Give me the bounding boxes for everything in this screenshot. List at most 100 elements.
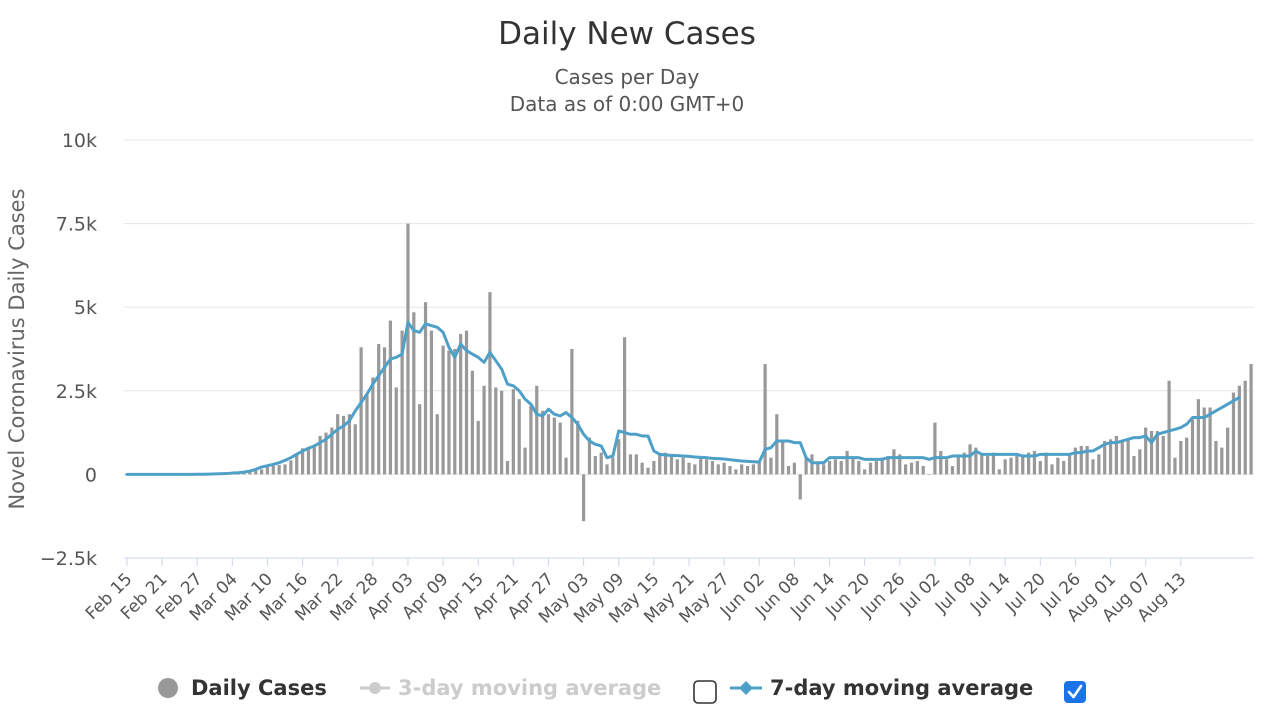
- daily-cases-bar[interactable]: [400, 330, 404, 475]
- daily-cases-bar[interactable]: [1091, 459, 1095, 475]
- daily-cases-bar[interactable]: [1167, 380, 1171, 475]
- daily-cases-bar[interactable]: [570, 349, 574, 475]
- daily-cases-bar[interactable]: [1079, 445, 1083, 475]
- daily-cases-bar[interactable]: [839, 461, 843, 475]
- daily-cases-bar[interactable]: [271, 466, 275, 475]
- daily-cases-bar[interactable]: [441, 345, 445, 475]
- daily-cases-bar[interactable]: [851, 457, 855, 475]
- daily-cases-bar[interactable]: [453, 349, 457, 475]
- daily-cases-bar[interactable]: [336, 414, 340, 475]
- daily-cases-bar[interactable]: [464, 330, 469, 475]
- daily-cases-bar[interactable]: [1044, 452, 1048, 475]
- daily-cases-bar[interactable]: [1214, 440, 1218, 475]
- daily-cases-bar[interactable]: [1226, 427, 1230, 475]
- checkbox-7-day-moving-average[interactable]: [1064, 681, 1086, 703]
- daily-cases-bar[interactable]: [892, 449, 896, 475]
- daily-cases-bar[interactable]: [693, 464, 697, 475]
- daily-cases-bar[interactable]: [371, 377, 375, 475]
- daily-cases-bar[interactable]: [248, 471, 252, 475]
- daily-cases-bar[interactable]: [751, 464, 756, 475]
- daily-cases-bar[interactable]: [459, 333, 463, 475]
- daily-cases-bar[interactable]: [418, 404, 422, 475]
- daily-cases-bar[interactable]: [582, 474, 586, 522]
- daily-cases-bar[interactable]: [968, 444, 972, 475]
- daily-cases-bar[interactable]: [915, 461, 919, 475]
- daily-cases-bar[interactable]: [781, 440, 785, 475]
- daily-cases-bar[interactable]: [798, 474, 802, 500]
- daily-cases-bar[interactable]: [734, 469, 738, 475]
- daily-cases-bar[interactable]: [822, 464, 826, 475]
- daily-cases-bar[interactable]: [991, 452, 996, 475]
- daily-cases-bar[interactable]: [634, 454, 638, 475]
- daily-cases-bar[interactable]: [564, 457, 568, 475]
- daily-cases-bar[interactable]: [792, 462, 796, 475]
- daily-cases-bar[interactable]: [435, 414, 439, 475]
- daily-cases-bar[interactable]: [347, 414, 352, 475]
- daily-cases-bar[interactable]: [1021, 456, 1025, 475]
- daily-cases-bar[interactable]: [476, 420, 480, 475]
- daily-cases-bar[interactable]: [1231, 392, 1236, 475]
- daily-cases-bar[interactable]: [722, 462, 726, 475]
- daily-cases-bar[interactable]: [716, 464, 720, 475]
- daily-cases-bar[interactable]: [1237, 385, 1241, 475]
- daily-cases-bar[interactable]: [927, 474, 931, 475]
- daily-cases-bar[interactable]: [1173, 457, 1177, 475]
- daily-cases-bar[interactable]: [377, 343, 381, 475]
- daily-cases-bar[interactable]: [886, 456, 890, 475]
- daily-cases-bar[interactable]: [1196, 399, 1200, 475]
- daily-cases-bar[interactable]: [558, 422, 562, 475]
- daily-cases-bar[interactable]: [980, 454, 984, 475]
- daily-cases-bar[interactable]: [827, 461, 832, 475]
- daily-cases-bar[interactable]: [1015, 454, 1019, 475]
- daily-cases-bar[interactable]: [394, 387, 398, 475]
- daily-cases-bar[interactable]: [1126, 439, 1130, 475]
- daily-cases-bar[interactable]: [646, 467, 650, 475]
- daily-cases-bar[interactable]: [769, 457, 773, 475]
- daily-cases-bar[interactable]: [652, 461, 656, 475]
- daily-cases-bar[interactable]: [974, 447, 978, 475]
- daily-cases-bar[interactable]: [318, 435, 322, 475]
- daily-cases-bar[interactable]: [412, 312, 416, 475]
- daily-cases-bar[interactable]: [382, 347, 387, 475]
- daily-cases-bar[interactable]: [470, 370, 474, 475]
- daily-cases-bar[interactable]: [541, 410, 545, 475]
- daily-cases-bar[interactable]: [640, 462, 644, 475]
- daily-cases-bar[interactable]: [1073, 447, 1078, 475]
- daily-cases-bar[interactable]: [1161, 435, 1165, 475]
- daily-cases-bar[interactable]: [1120, 440, 1124, 475]
- daily-cases-bar[interactable]: [985, 456, 990, 475]
- daily-cases-bar[interactable]: [523, 447, 527, 475]
- daily-cases-bar[interactable]: [786, 466, 791, 475]
- daily-cases-bar[interactable]: [388, 320, 393, 475]
- daily-cases-bar[interactable]: [898, 454, 902, 475]
- daily-cases-bar[interactable]: [1032, 450, 1037, 475]
- daily-cases-bar[interactable]: [704, 459, 709, 475]
- daily-cases-bar[interactable]: [312, 445, 316, 475]
- daily-cases-bar[interactable]: [1144, 427, 1148, 475]
- daily-cases-bar[interactable]: [289, 460, 293, 475]
- daily-cases-bar[interactable]: [833, 459, 837, 475]
- daily-cases-bar[interactable]: [300, 448, 305, 475]
- daily-cases-bar[interactable]: [763, 364, 767, 475]
- daily-cases-bar[interactable]: [863, 469, 867, 475]
- daily-cases-bar[interactable]: [1009, 457, 1013, 475]
- daily-cases-bar[interactable]: [259, 469, 264, 475]
- daily-cases-bar[interactable]: [945, 459, 949, 475]
- daily-cases-bar[interactable]: [810, 454, 814, 475]
- daily-cases-bar[interactable]: [482, 385, 486, 475]
- daily-cases-bar[interactable]: [611, 457, 615, 475]
- daily-cases-bar[interactable]: [1062, 461, 1066, 475]
- daily-cases-bar[interactable]: [535, 385, 539, 475]
- daily-cases-bar[interactable]: [880, 457, 884, 475]
- daily-cases-bar[interactable]: [1067, 454, 1072, 475]
- daily-cases-bar[interactable]: [933, 422, 937, 475]
- daily-cases-bar[interactable]: [488, 292, 492, 475]
- daily-cases-bar[interactable]: [669, 456, 674, 475]
- daily-cases-bar[interactable]: [740, 464, 744, 475]
- daily-cases-bar[interactable]: [511, 389, 515, 475]
- daily-cases-bar[interactable]: [745, 466, 750, 475]
- daily-cases-bar[interactable]: [663, 452, 668, 475]
- daily-cases-bar[interactable]: [909, 462, 914, 475]
- daily-cases-bar[interactable]: [330, 427, 334, 475]
- daily-cases-bar[interactable]: [921, 466, 925, 475]
